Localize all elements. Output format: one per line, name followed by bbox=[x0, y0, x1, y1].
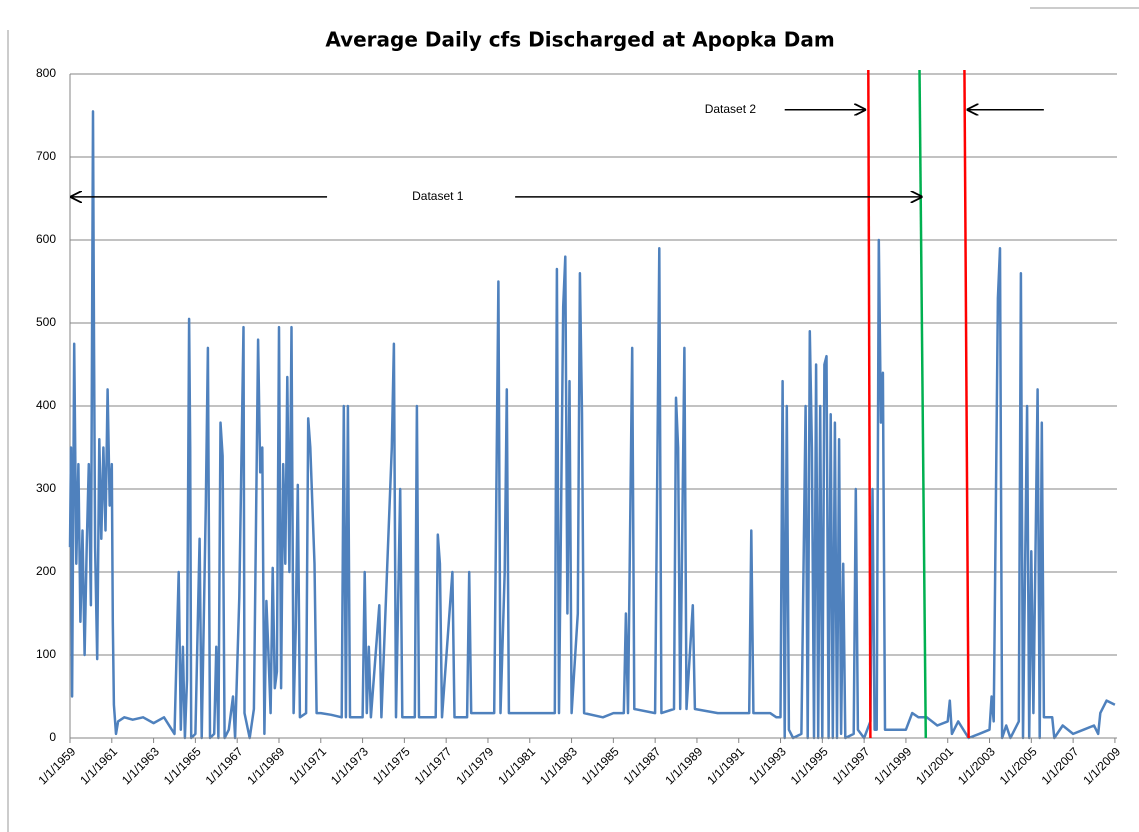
x-tick-label: 1/1/1961 bbox=[77, 744, 120, 787]
x-tick-label: 1/1/1967 bbox=[203, 744, 246, 787]
y-tick-label: 500 bbox=[36, 315, 56, 329]
x-tick-label: 1/1/1975 bbox=[370, 744, 413, 787]
marker-line bbox=[963, 69, 970, 739]
x-tick-label: 1/1/1997 bbox=[830, 744, 873, 787]
x-tick-label: 1/1/1963 bbox=[119, 744, 162, 787]
x-tick-label: 1/1/1989 bbox=[662, 744, 705, 787]
x-tick-label: 1/1/1973 bbox=[328, 744, 371, 787]
x-tick-label: 1/1/1991 bbox=[704, 744, 747, 787]
y-tick-label: 100 bbox=[36, 647, 56, 661]
x-tick-label: 1/1/1971 bbox=[286, 744, 329, 787]
x-tick-label: 1/1/2005 bbox=[997, 744, 1040, 787]
x-tick-label: 1/1/1965 bbox=[161, 744, 204, 787]
x-tick-label: 1/1/1983 bbox=[537, 744, 580, 787]
y-tick-label: 0 bbox=[49, 730, 56, 744]
y-tick-label: 700 bbox=[36, 149, 56, 163]
x-tick-label: 1/1/2001 bbox=[913, 744, 956, 787]
x-tick-label: 1/1/1999 bbox=[871, 744, 914, 787]
y-tick-label: 800 bbox=[36, 66, 56, 80]
y-tick-label: 600 bbox=[36, 232, 56, 246]
x-tick-label: 1/1/2009 bbox=[1080, 744, 1123, 787]
y-tick-label: 300 bbox=[36, 481, 56, 495]
x-tick-label: 1/1/1985 bbox=[579, 744, 622, 787]
x-tick-label: 1/1/2003 bbox=[955, 744, 998, 787]
x-tick-label: 1/1/2007 bbox=[1039, 744, 1082, 787]
x-tick-label: 1/1/1977 bbox=[412, 744, 455, 787]
x-tick-label: 1/1/1981 bbox=[495, 744, 538, 787]
x-tick-label: 1/1/1995 bbox=[788, 744, 831, 787]
annotation: Dataset 1 bbox=[412, 189, 464, 203]
x-tick-label: 1/1/1969 bbox=[244, 744, 287, 787]
annotation: Dataset 2 bbox=[705, 102, 757, 116]
data-line bbox=[68, 110, 1116, 740]
y-tick-label: 400 bbox=[36, 398, 56, 412]
marker-line bbox=[867, 69, 872, 739]
marker-line bbox=[918, 69, 928, 739]
chart-title: Average Daily cfs Discharged at Apopka D… bbox=[325, 28, 834, 52]
x-tick-label: 1/1/1993 bbox=[746, 744, 789, 787]
x-tick-label: 1/1/1979 bbox=[453, 744, 496, 787]
x-tick-label: 1/1/1959 bbox=[35, 744, 78, 787]
y-tick-label: 200 bbox=[36, 564, 56, 578]
x-tick-label: 1/1/1987 bbox=[621, 744, 664, 787]
